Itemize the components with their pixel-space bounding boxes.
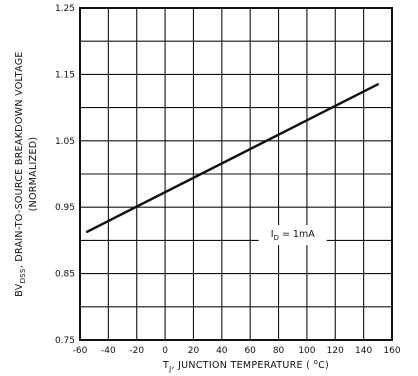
x-axis-label-symbol: T xyxy=(162,360,169,371)
x-tick-label: 40 xyxy=(216,346,228,356)
y-axis-label: BVDSS, DRAIN-TO-SOURCE BREAKDOWN VOLTAGE… xyxy=(14,51,39,296)
y-axis-label-symbol: BV xyxy=(14,283,25,297)
y-tick-label: 1.15 xyxy=(55,70,75,80)
chart-grid xyxy=(80,8,392,340)
series-line xyxy=(85,83,380,233)
x-tick-label: 20 xyxy=(188,346,200,356)
y-axis-label-text: , DRAIN-TO-SOURCE BREAKDOWN VOLTAGE xyxy=(14,51,25,268)
x-axis-label-text: , JUNCTION TEMPERATURE ( xyxy=(171,360,313,371)
y-tick-label: 0.75 xyxy=(55,336,75,346)
y-axis-ticks: 0.75 0.85 0.95 1.05 1.15 1.25 xyxy=(55,4,75,346)
x-axis-label: TJ, JUNCTION TEMPERATURE ( oC) xyxy=(162,358,329,373)
y-tick-label: 1.25 xyxy=(55,4,75,14)
y-axis-label-subscript: DSS xyxy=(19,268,27,283)
x-axis-label-unit: C) xyxy=(318,360,329,371)
x-axis-label-unit-sup: o xyxy=(314,358,319,366)
id-annotation: ID = 1mA xyxy=(271,229,316,242)
x-tick-label: -40 xyxy=(101,346,116,356)
annotation-symbol: I xyxy=(271,229,274,240)
annotation-text: = 1mA xyxy=(279,229,315,240)
x-tick-label: 0 xyxy=(162,346,168,356)
x-axis-label-subscript: J xyxy=(168,365,171,373)
y-axis-label-line1: BVDSS, DRAIN-TO-SOURCE BREAKDOWN VOLTAGE xyxy=(14,51,27,296)
x-tick-label: 60 xyxy=(244,346,256,356)
plot-frame xyxy=(79,7,393,341)
y-tick-label: 0.85 xyxy=(55,270,75,280)
x-tick-label: 100 xyxy=(298,346,315,356)
x-tick-label: 80 xyxy=(273,346,285,356)
y-tick-label: 1.05 xyxy=(55,137,75,147)
x-tick-label: 160 xyxy=(383,346,400,356)
chart-series xyxy=(85,83,380,233)
x-tick-label: 120 xyxy=(327,346,344,356)
x-tick-label: -20 xyxy=(129,346,144,356)
y-tick-label: 0.95 xyxy=(55,203,75,213)
x-axis-ticks: -60 -40 -20 0 20 40 60 80 100 120 140 160 xyxy=(73,346,401,356)
annotation-background xyxy=(258,225,327,246)
x-tick-label: 140 xyxy=(355,346,372,356)
y-axis-label-line2: (NORMALIZED) xyxy=(28,137,39,212)
annotation-subscript: D xyxy=(274,234,279,242)
x-tick-label: -60 xyxy=(73,346,88,356)
